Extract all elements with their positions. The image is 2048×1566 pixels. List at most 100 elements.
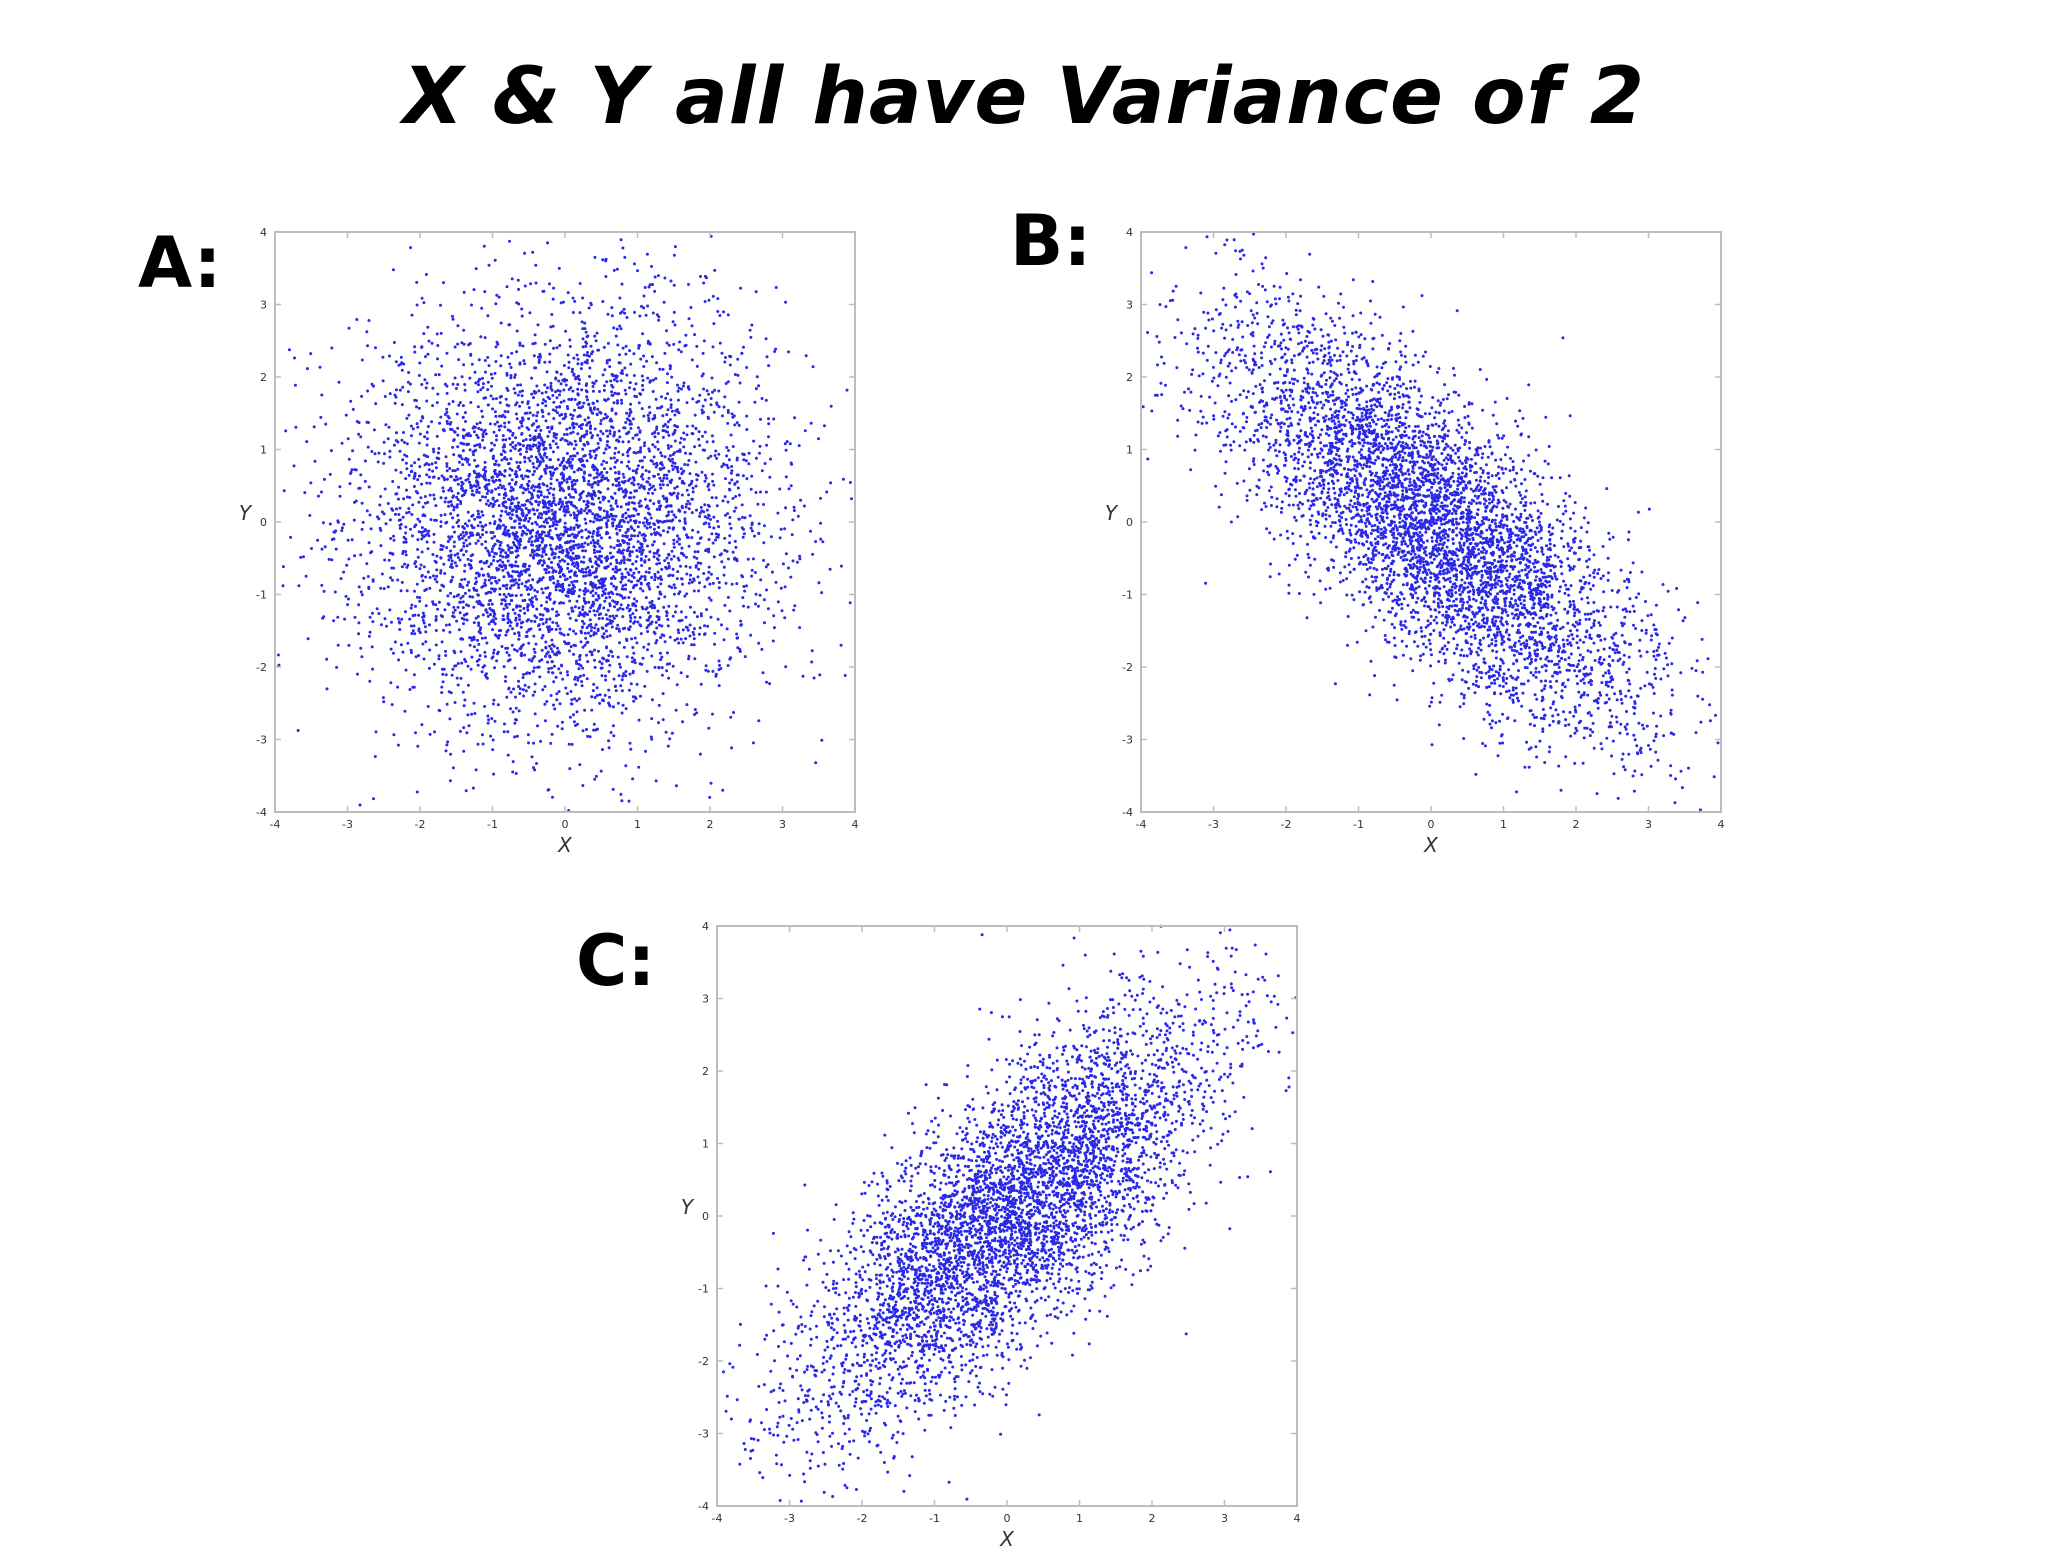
scatter-point [434, 504, 437, 507]
scatter-point [428, 667, 431, 670]
scatter-point [449, 592, 452, 595]
scatter-point [613, 605, 616, 608]
scatter-point [677, 642, 680, 645]
scatter-point [560, 413, 563, 416]
scatter-point [550, 566, 553, 569]
scatter-point [598, 617, 601, 620]
scatter-point [576, 415, 579, 418]
scatter-point [499, 544, 502, 547]
scatter-point [505, 587, 508, 590]
scatter-point [530, 603, 533, 606]
scatter-point [667, 553, 670, 556]
scatter-point [644, 534, 647, 537]
scatter-point [716, 577, 719, 580]
y-tick-label: -4 [256, 806, 267, 819]
scatter-point [460, 548, 463, 551]
scatter-point [618, 325, 621, 328]
scatter-point [723, 638, 726, 641]
scatter-point [723, 574, 726, 577]
scatter-point [566, 670, 569, 673]
scatter-point [500, 354, 503, 357]
scatter-point [667, 624, 670, 627]
scatter-point [535, 643, 538, 646]
scatter-point [753, 535, 756, 538]
scatter-point [785, 475, 788, 478]
scatter-point [655, 361, 658, 364]
scatter-point [645, 555, 648, 558]
scatter-point [589, 510, 592, 513]
scatter-point [328, 558, 331, 561]
scatter-point [448, 631, 451, 634]
scatter-point [465, 539, 468, 542]
scatter-point [705, 608, 708, 611]
scatter-point [511, 277, 514, 280]
scatter-point [630, 423, 633, 426]
scatter-point [480, 307, 483, 310]
scatter-point [634, 637, 637, 640]
scatter-point [478, 491, 481, 494]
scatter-point [418, 600, 421, 603]
scatter-point [460, 487, 463, 490]
scatter-point [799, 499, 802, 502]
scatter-point [612, 568, 615, 571]
scatter-point [702, 282, 705, 285]
scatter-point [406, 642, 409, 645]
scatter-point [608, 365, 611, 368]
scatter-point [721, 414, 724, 417]
scatter-point [520, 420, 523, 423]
scatter-point [631, 501, 634, 504]
scatter-point [727, 313, 730, 316]
scatter-point [447, 535, 450, 538]
scatter-point [428, 340, 431, 343]
scatter-point [712, 484, 715, 487]
scatter-point [437, 657, 440, 660]
scatter-point [590, 651, 593, 654]
scatter-point [408, 496, 411, 499]
scatter-point [402, 516, 405, 519]
scatter-point [582, 674, 585, 677]
scatter-point [498, 579, 501, 582]
scatter-point [628, 467, 631, 470]
scatter-point [689, 452, 692, 455]
scatter-point [618, 353, 621, 356]
scatter-point [548, 645, 551, 648]
scatter-point [568, 339, 571, 342]
scatter-point [704, 515, 707, 518]
scatter-point [633, 311, 636, 314]
scatter-point [532, 462, 535, 465]
scatter-point [695, 485, 698, 488]
scatter-point [517, 279, 520, 282]
scatter-point [638, 550, 641, 553]
scatter-point [496, 560, 499, 563]
scatter-point [638, 438, 641, 441]
scatter-point [433, 476, 436, 479]
scatter-point [580, 510, 583, 513]
scatter-point [757, 642, 760, 645]
scatter-point [432, 494, 435, 497]
scatter-point [667, 434, 670, 437]
scatter-point [676, 408, 679, 411]
scatter-point [534, 540, 537, 543]
scatter-point [436, 608, 439, 611]
scatter-point [520, 432, 523, 435]
scatter-point [651, 603, 654, 606]
scatter-point [749, 336, 752, 339]
scatter-point [491, 537, 494, 540]
scatter-point [541, 409, 544, 412]
scatter-point [575, 423, 578, 426]
scatter-point [457, 535, 460, 538]
scatter-point [625, 517, 628, 520]
scatter-point [591, 512, 594, 515]
scatter-point [498, 564, 501, 567]
scatter-point [587, 502, 590, 505]
scatter-point [712, 516, 715, 519]
scatter-point [503, 497, 506, 500]
scatter-point [649, 379, 652, 382]
scatter-point [560, 301, 563, 304]
scatter-point [712, 322, 715, 325]
scatter-point [616, 459, 619, 462]
scatter-point [677, 629, 680, 632]
scatter-point [470, 304, 473, 307]
scatter-point [552, 521, 555, 524]
scatter-point [474, 371, 477, 374]
